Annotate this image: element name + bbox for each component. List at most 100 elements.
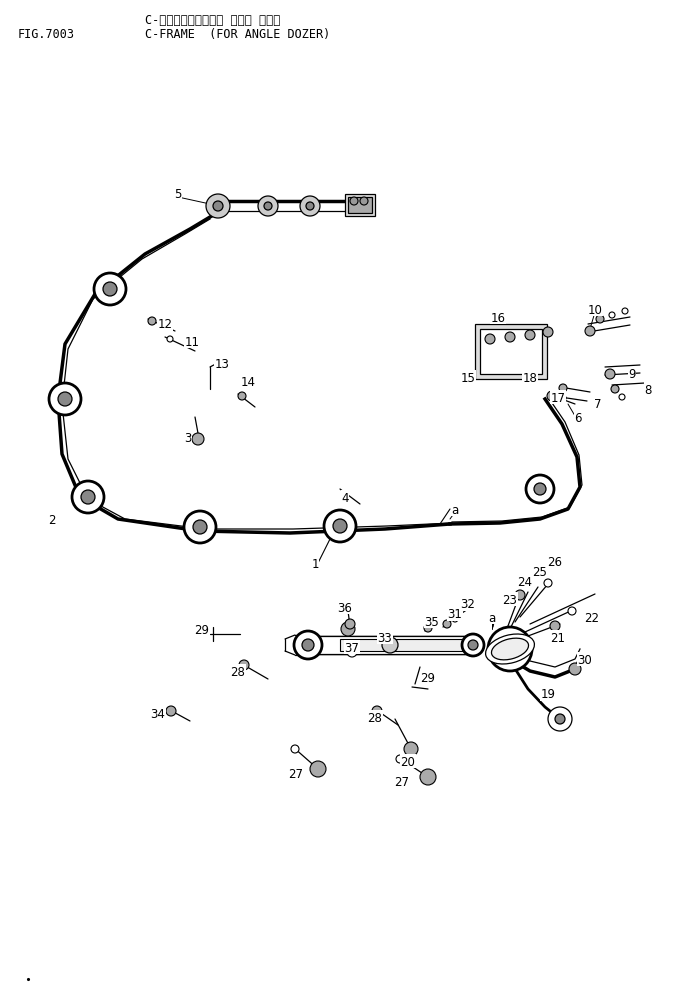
Circle shape [49,384,81,415]
Circle shape [404,743,418,756]
Text: 10: 10 [588,303,602,316]
Circle shape [526,475,554,504]
Text: 30: 30 [577,653,593,666]
Text: C-FRAME  (FOR ANGLE DOZER): C-FRAME (FOR ANGLE DOZER) [145,28,330,41]
Text: 34: 34 [151,708,166,721]
Circle shape [501,640,519,658]
Circle shape [585,327,595,337]
Circle shape [543,328,553,338]
Circle shape [213,202,223,212]
Bar [345,195,375,217]
Text: 12: 12 [158,318,173,331]
Circle shape [488,627,532,671]
Circle shape [167,337,173,343]
Circle shape [505,333,515,343]
Text: a: a [451,503,459,516]
Text: 21: 21 [551,631,566,644]
Circle shape [619,395,625,401]
Circle shape [485,335,495,345]
Circle shape [148,318,156,326]
Circle shape [103,282,117,296]
Text: 27: 27 [395,774,410,787]
Circle shape [550,621,560,631]
Circle shape [347,647,357,657]
Circle shape [424,624,432,632]
Circle shape [568,607,576,615]
Text: 13: 13 [214,358,229,371]
Text: 37: 37 [345,641,360,654]
Circle shape [372,707,382,717]
Circle shape [341,622,355,636]
Circle shape [609,313,615,319]
Circle shape [310,761,326,777]
Circle shape [462,634,484,656]
Circle shape [291,746,299,753]
Circle shape [547,392,557,402]
Bar [475,325,547,380]
Text: a: a [488,611,496,624]
Text: 9: 9 [628,368,636,381]
Text: 23: 23 [503,592,517,606]
Text: 11: 11 [184,335,199,348]
Text: 1: 1 [311,558,319,571]
Circle shape [302,639,314,651]
Text: 16: 16 [490,311,506,324]
Circle shape [452,616,458,622]
Circle shape [443,620,451,628]
Circle shape [611,386,619,394]
Circle shape [360,198,368,206]
Circle shape [548,708,572,732]
Circle shape [166,707,176,717]
Text: 5: 5 [174,188,182,202]
Text: 3: 3 [184,431,192,444]
Text: 35: 35 [425,615,439,628]
Circle shape [239,660,249,670]
Circle shape [306,203,314,211]
Text: 27: 27 [288,767,303,780]
Text: 2: 2 [48,513,55,526]
Text: 24: 24 [517,575,532,587]
Circle shape [596,316,604,324]
Circle shape [206,195,230,219]
Text: C-フレーム（アングル ドーザ ヨウ）: C-フレーム（アングル ドーザ ヨウ） [145,14,280,27]
Circle shape [72,481,104,514]
Circle shape [324,511,356,543]
Bar [305,636,473,654]
Bar [305,636,473,654]
Text: 6: 6 [574,412,582,424]
Circle shape [420,769,436,785]
Circle shape [58,393,72,407]
Ellipse shape [491,638,529,660]
Text: 8: 8 [645,383,651,396]
Circle shape [525,331,535,341]
Ellipse shape [486,634,534,664]
Circle shape [238,393,246,401]
Circle shape [81,490,95,505]
Bar [480,330,542,375]
Circle shape [622,309,628,315]
Text: 19: 19 [540,688,556,701]
Circle shape [468,640,478,650]
Bar [348,198,372,214]
Circle shape [569,663,581,675]
Circle shape [345,619,355,629]
Circle shape [534,483,546,495]
Text: 22: 22 [584,611,599,624]
Text: 29: 29 [421,671,436,684]
Text: 15: 15 [460,371,475,384]
Circle shape [333,520,347,534]
Circle shape [515,590,525,600]
Text: 36: 36 [338,601,353,614]
Circle shape [94,273,126,306]
Text: 14: 14 [240,375,256,388]
Text: 18: 18 [523,371,538,384]
Circle shape [193,521,207,535]
Text: 33: 33 [377,631,393,644]
Text: 20: 20 [401,754,415,767]
Bar [340,639,470,651]
Circle shape [300,197,320,217]
Circle shape [192,433,204,445]
Text: 17: 17 [551,391,566,405]
Circle shape [382,637,398,653]
Text: 26: 26 [547,555,562,568]
